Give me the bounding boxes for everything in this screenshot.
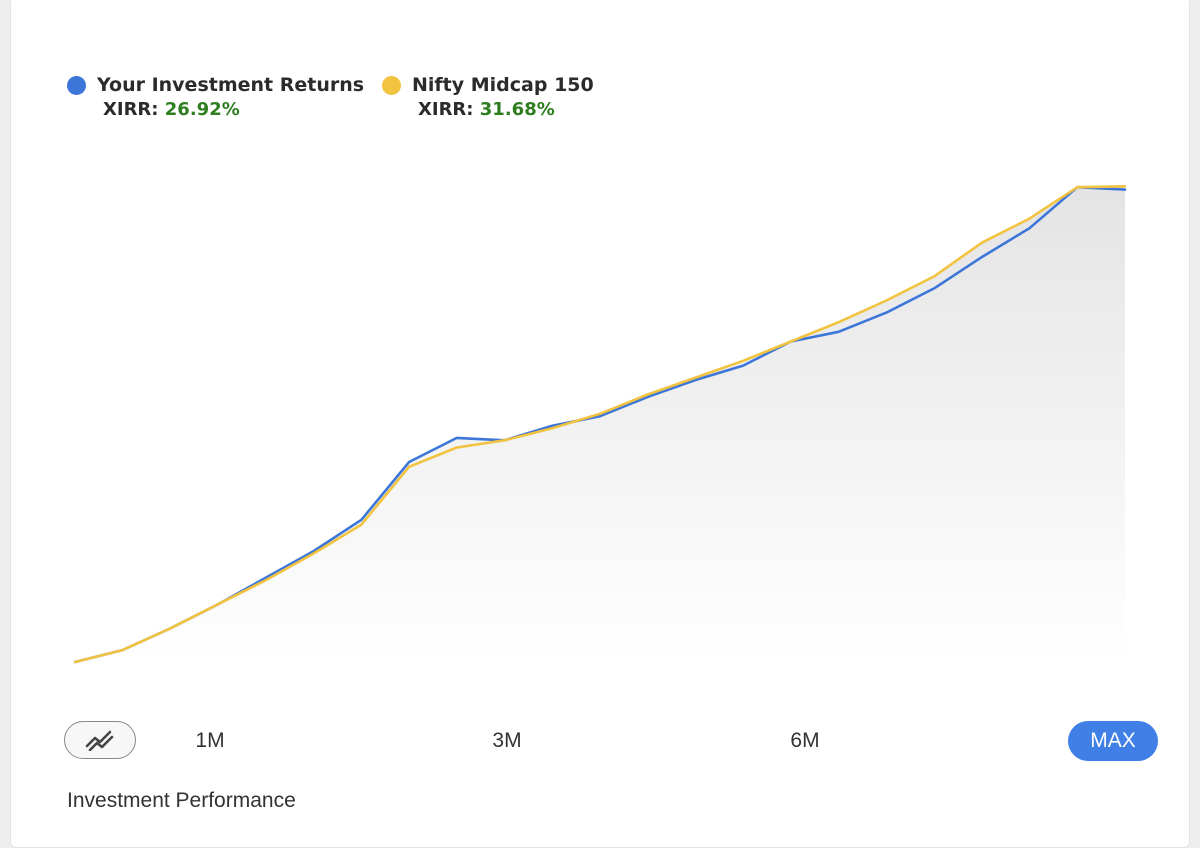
range-6m-button[interactable]: 6M	[790, 729, 820, 752]
xirr-value: 26.92%	[164, 99, 240, 120]
chart-area-fill	[75, 186, 1125, 663]
portfolio-dot-icon	[67, 76, 86, 95]
xirr-value: 31.68%	[479, 99, 555, 120]
chart-compare-icon	[85, 730, 114, 751]
range-1m-button[interactable]: 1M	[195, 729, 225, 752]
benchmark-dot-icon	[382, 76, 401, 95]
legend-name-portfolio: Your Investment Returns	[97, 74, 365, 96]
legend-xirr-portfolio: XIRR: 26.92%	[103, 99, 240, 120]
series-line-portfolio	[73, 185, 1127, 664]
xirr-label: XIRR:	[103, 99, 159, 120]
range-3m-button[interactable]: 3M	[492, 729, 522, 752]
xirr-label: XIRR:	[418, 99, 474, 120]
legend-xirr-benchmark: XIRR: 31.68%	[418, 99, 555, 120]
investment-performance-label: Investment Performance	[67, 789, 296, 812]
legend-name-benchmark: Nifty Midcap 150	[412, 74, 594, 96]
range-max-button[interactable]: MAX	[1068, 721, 1158, 761]
series-line-benchmark	[73, 185, 1127, 664]
chart-toggle-button[interactable]	[64, 721, 136, 759]
